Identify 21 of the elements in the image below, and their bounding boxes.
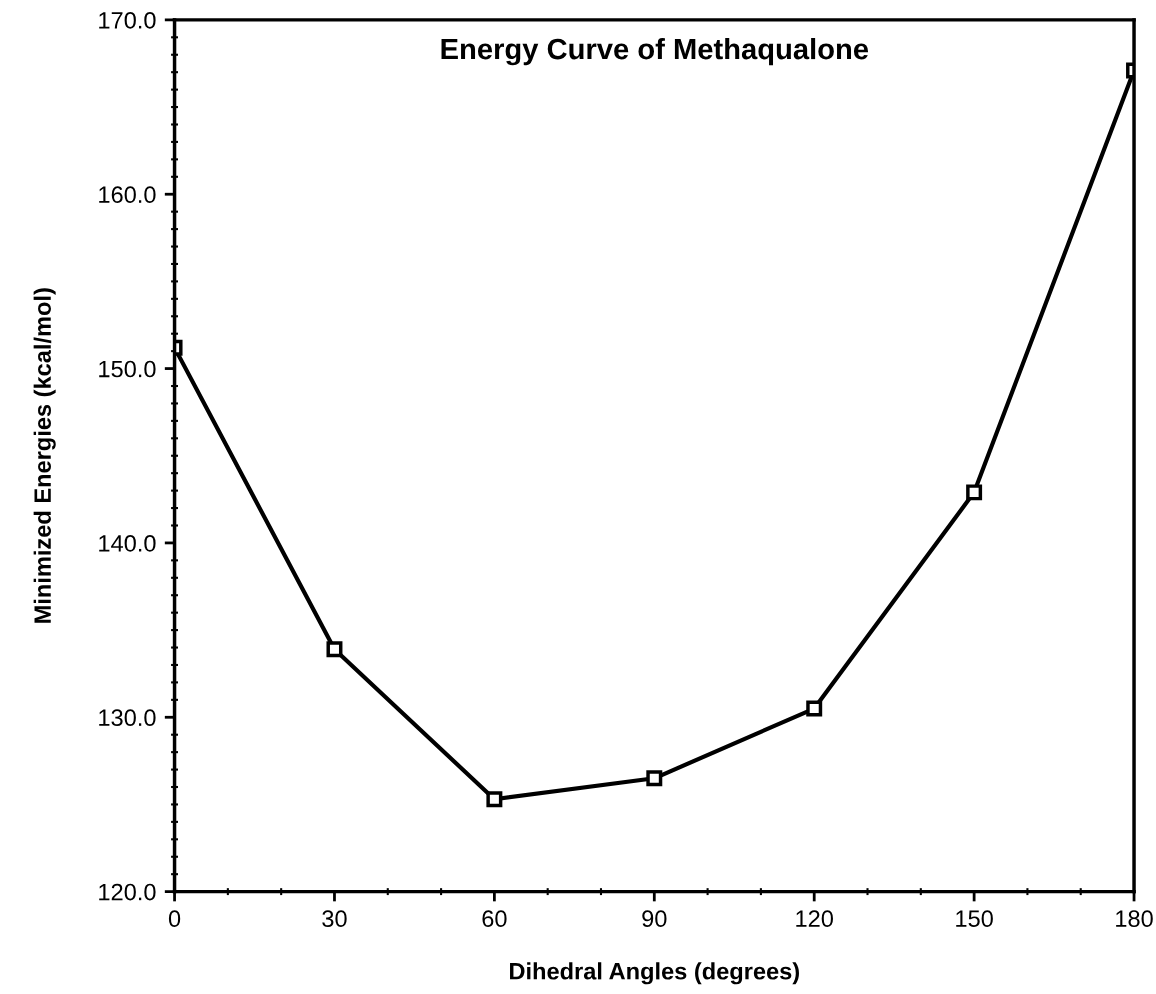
x-tick-label: 180 [1116,910,1153,928]
y-tick-label: 130.0 [99,709,156,727]
text: Energy Curve of Methaqualone [441,37,869,66]
point [966,484,983,501]
point [646,770,663,787]
x-tick-label: 30 [322,910,347,928]
y-tick-label: 160.0 [99,186,156,204]
point [806,700,823,717]
y-axis-title: Minimized Energies (kcal/mol) [33,288,56,623]
point [326,641,343,658]
y-tick-label: 120.0 [99,883,156,901]
y-tick-label: 140.0 [99,534,156,552]
y-tick-label: 150.0 [99,360,156,378]
x-tick-label: 90 [642,910,667,928]
x-tick-label: 60 [482,910,507,928]
x-tick-label: 0 [168,910,181,928]
point [486,791,503,808]
x-axis-title: Dihedral Angles (degrees) [510,962,799,985]
x-tick-label: 120 [796,910,833,928]
y-tick-label: 170.0 [99,11,156,29]
x-tick-label: 150 [956,910,993,928]
